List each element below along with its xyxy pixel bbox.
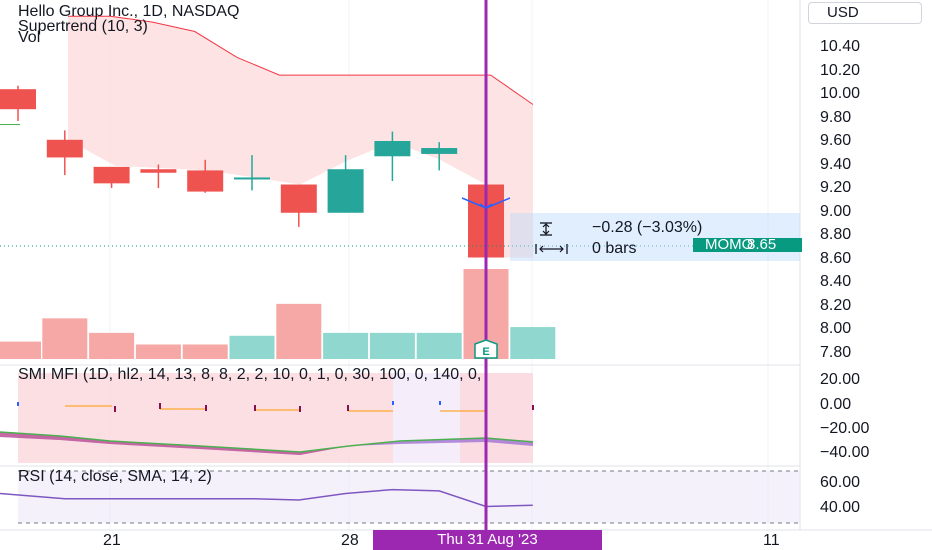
smi-tick-3: −40.00 bbox=[820, 444, 870, 461]
time-tick-28: 28 bbox=[341, 532, 359, 549]
time-tick-11: 11 bbox=[763, 532, 780, 549]
smi-tick-marks bbox=[17, 401, 534, 412]
last-price-tag: MOMO 8.65 bbox=[693, 236, 802, 253]
candle bbox=[234, 155, 270, 191]
volume-bar bbox=[369, 332, 415, 359]
candle bbox=[374, 131, 411, 181]
volume-bar bbox=[135, 344, 181, 359]
smi-mfi-legend[interactable]: SMI MFI (1D, hl2, 14, 13, 8, 8, 2, 2, 10… bbox=[18, 366, 482, 383]
candle bbox=[140, 164, 177, 189]
rsi-tick-0: 60.00 bbox=[820, 474, 861, 491]
volume-legend[interactable]: Vol bbox=[18, 29, 41, 46]
rsi-legend[interactable]: RSI (14, close, SMA, 14, 2) bbox=[18, 468, 212, 485]
smi-tick-1: 0.00 bbox=[820, 396, 852, 413]
price-tick-4: 9.60 bbox=[820, 132, 852, 150]
price-tick-10: 8.40 bbox=[820, 273, 852, 291]
crosshair-cursor-icon bbox=[461, 197, 511, 209]
crosshair-date-label: Thu 31 Aug '23 bbox=[373, 530, 602, 550]
supertrend-band bbox=[0, 15, 534, 258]
candle bbox=[187, 159, 224, 193]
price-tick-1: 10.20 bbox=[820, 61, 861, 79]
earnings-marker[interactable]: E bbox=[474, 339, 498, 359]
volume-bars bbox=[0, 269, 556, 359]
candle bbox=[280, 184, 317, 227]
candle bbox=[93, 166, 130, 189]
bar-count-text: 0 bars bbox=[592, 240, 637, 257]
volume-bar bbox=[276, 303, 322, 359]
price-tick-13: 7.80 bbox=[820, 344, 852, 361]
measure-tooltip: −0.28 (−3.03%) 0 bars bbox=[510, 213, 800, 261]
price-tick-6: 9.20 bbox=[820, 179, 852, 197]
volume-bar bbox=[229, 335, 275, 359]
rsi-line bbox=[0, 488, 533, 508]
supertrend-line bbox=[68, 15, 534, 105]
smi-panel bbox=[0, 373, 534, 463]
candle bbox=[327, 155, 364, 213]
symbol-title[interactable]: Hello Group Inc., 1D, NASDAQ bbox=[18, 3, 240, 20]
candlesticks bbox=[0, 85, 504, 258]
volume-bar bbox=[89, 332, 135, 359]
price-tick-0: 10.40 bbox=[820, 38, 861, 55]
price-change-text: −0.28 (−3.03%) bbox=[592, 219, 703, 236]
candle bbox=[46, 130, 83, 176]
volume-bar bbox=[182, 344, 228, 359]
smi-tick-2: −20.00 bbox=[820, 420, 870, 437]
price-tick-7: 9.00 bbox=[820, 202, 852, 220]
smi-signal-marks bbox=[65, 405, 486, 412]
currency-button[interactable]: USD bbox=[808, 2, 922, 24]
volume-bar bbox=[0, 341, 41, 359]
volume-bar bbox=[510, 327, 556, 359]
last-price-value: 8.65 bbox=[747, 236, 777, 253]
price-tick-2: 10.00 bbox=[820, 85, 861, 103]
time-tick-21: 21 bbox=[103, 532, 121, 549]
svg-text:E: E bbox=[482, 346, 489, 358]
supertrend-fill bbox=[68, 16, 533, 258]
price-tick-8: 8.80 bbox=[820, 226, 852, 244]
rsi-tick-1: 40.00 bbox=[820, 499, 861, 516]
candle bbox=[421, 142, 458, 171]
range-icon bbox=[540, 222, 552, 236]
smi-line bbox=[0, 431, 534, 453]
volume-bar bbox=[416, 332, 462, 359]
candle bbox=[0, 85, 36, 121]
smi-tick-0: 20.00 bbox=[820, 371, 861, 388]
price-tick-11: 8.20 bbox=[820, 296, 852, 314]
rsi-panel bbox=[0, 470, 800, 524]
price-tick-3: 9.80 bbox=[820, 108, 852, 126]
price-tick-5: 9.40 bbox=[820, 155, 852, 173]
volume-bar bbox=[42, 318, 88, 359]
price-tick-12: 8.00 bbox=[820, 320, 852, 338]
last-price-symbol: MOMO bbox=[705, 236, 754, 253]
price-tick-9: 8.60 bbox=[820, 249, 852, 267]
volume-bar bbox=[323, 332, 369, 359]
supertrend-legend[interactable]: Supertrend (10, 3) bbox=[18, 18, 148, 35]
bars-span-icon bbox=[535, 244, 568, 254]
